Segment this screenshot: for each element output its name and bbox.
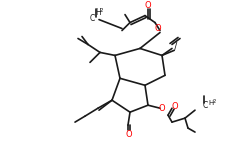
Text: H: H <box>95 8 101 17</box>
Text: H: H <box>208 100 214 106</box>
Text: C: C <box>202 101 208 110</box>
Text: O: O <box>159 104 165 113</box>
Text: O: O <box>172 102 178 111</box>
Text: O: O <box>155 24 161 33</box>
Text: O: O <box>145 1 151 10</box>
Text: 2: 2 <box>212 99 216 104</box>
Text: 2: 2 <box>100 8 104 13</box>
Text: O: O <box>126 130 132 139</box>
Text: /: / <box>174 42 178 52</box>
Text: C: C <box>90 14 95 23</box>
